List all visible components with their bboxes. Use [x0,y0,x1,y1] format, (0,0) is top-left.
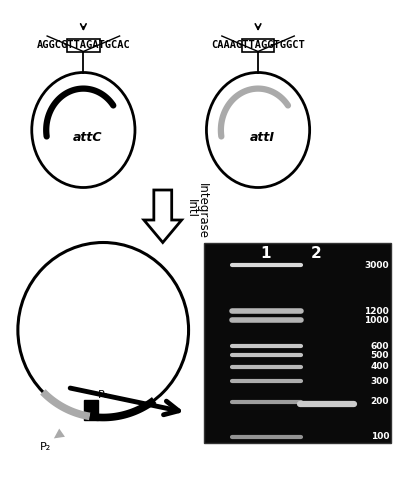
Text: attC: attC [73,131,102,144]
FancyBboxPatch shape [204,242,391,442]
Text: P₁: P₁ [98,390,109,400]
Text: P₂: P₂ [40,442,51,452]
Text: IntI: IntI [185,199,198,218]
Text: 1000: 1000 [364,316,389,325]
Text: 200: 200 [370,397,389,406]
Text: 1200: 1200 [364,306,389,316]
FancyBboxPatch shape [84,400,98,420]
Text: 3000: 3000 [364,260,389,270]
Text: Integrase: Integrase [196,183,209,240]
Text: CAAAGTTAGGTGGCT: CAAAGTTAGGTGGCT [211,40,305,50]
Text: attI: attI [250,131,274,144]
Text: 500: 500 [370,351,389,360]
Text: 2: 2 [311,246,322,261]
Text: 100: 100 [370,432,389,441]
Text: 300: 300 [370,376,389,386]
Text: 400: 400 [370,362,389,371]
Text: 1: 1 [261,246,271,261]
Text: 600: 600 [370,342,389,350]
Text: AGGCGTTAGATGCAC: AGGCGTTAGATGCAC [37,40,130,50]
